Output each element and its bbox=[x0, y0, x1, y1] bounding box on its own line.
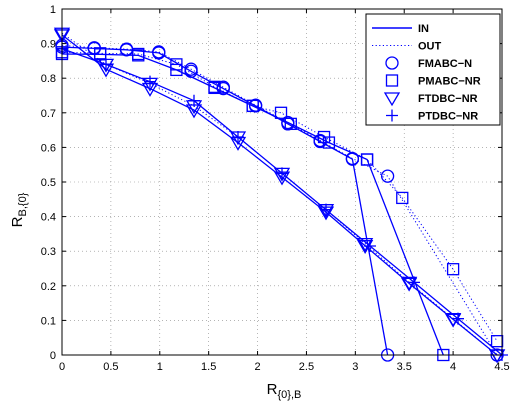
x-tick-label: 2 bbox=[254, 361, 260, 373]
legend-marker bbox=[385, 56, 399, 70]
data-point bbox=[317, 130, 331, 144]
series-line bbox=[61, 53, 444, 356]
y-tick-label: 0 bbox=[50, 350, 56, 362]
data-point bbox=[216, 80, 230, 94]
data-point bbox=[274, 106, 288, 119]
y-tick-label: 0.3 bbox=[41, 246, 56, 258]
data-point bbox=[281, 115, 295, 130]
y-tick-label: 0.6 bbox=[41, 142, 56, 154]
y-tick-label: 0.8 bbox=[41, 73, 56, 85]
data-point bbox=[408, 276, 420, 289]
data-point bbox=[364, 240, 376, 253]
data-point bbox=[320, 203, 332, 216]
legend-item: PTDBC−NR bbox=[386, 109, 478, 123]
x-tick-label: 2.5 bbox=[299, 361, 314, 373]
legend: IN OUT FMABC−N PMABC−NR FTDBC−NR PTDBC−NR bbox=[365, 13, 501, 126]
y-tick-label: 0.5 bbox=[41, 177, 56, 189]
data-point bbox=[188, 94, 200, 107]
legend-label: OUT bbox=[418, 41, 442, 53]
data-point bbox=[276, 167, 288, 180]
y-axis-label-main: R bbox=[9, 216, 26, 227]
x-tick-label: 1 bbox=[157, 361, 163, 373]
y-tick-label: 0.1 bbox=[41, 315, 56, 327]
legend-label: PMABC−NR bbox=[418, 76, 481, 88]
y-axis-label: RB,{0} bbox=[9, 192, 29, 227]
y-tick-label: 0.9 bbox=[41, 39, 56, 51]
x-tick-label: 0 bbox=[59, 361, 65, 373]
legend-label: FMABC−N bbox=[418, 58, 472, 70]
legend-item: FTDBC−NR bbox=[383, 92, 478, 107]
data-point bbox=[232, 131, 244, 144]
x-tick-label: 1.5 bbox=[201, 361, 216, 373]
legend-item: PMABC−NR bbox=[385, 74, 481, 88]
data-point bbox=[152, 45, 166, 59]
data-point bbox=[100, 58, 112, 71]
x-tick-label: 3 bbox=[352, 361, 358, 373]
y-axis-label-sub: B,{0} bbox=[17, 192, 29, 216]
x-tick-label: 3.5 bbox=[397, 361, 412, 373]
x-tick-label: 4 bbox=[450, 361, 456, 373]
data-point bbox=[184, 62, 198, 76]
x-tick-label: 4.5 bbox=[494, 361, 509, 373]
legend-label: PTDBC−NR bbox=[418, 111, 478, 123]
data-point bbox=[400, 276, 418, 291]
legend-marker bbox=[383, 92, 401, 107]
x-axis-label-main: R bbox=[267, 381, 278, 398]
data-point bbox=[446, 263, 460, 276]
y-tick-label: 0.7 bbox=[41, 108, 56, 120]
legend-label: IN bbox=[418, 23, 429, 35]
data-point bbox=[284, 117, 297, 131]
legend-item: FMABC−N bbox=[385, 56, 472, 70]
legend-item: IN bbox=[372, 23, 429, 35]
legend-items: IN OUT FMABC−N PMABC−NR FTDBC−NR PTDBC−NR bbox=[372, 23, 481, 123]
x-tick-label: 0.5 bbox=[103, 361, 118, 373]
series-ptdbc-nr-in bbox=[56, 42, 508, 361]
ticks bbox=[61, 8, 503, 356]
data-point bbox=[170, 58, 183, 71]
series-line bbox=[61, 46, 389, 356]
data-point bbox=[356, 240, 374, 254]
data-point bbox=[313, 133, 327, 148]
legend-label: FTDBC−NR bbox=[418, 93, 478, 105]
data-point bbox=[208, 80, 221, 93]
data-point bbox=[452, 312, 464, 325]
x-axis-label: R{0},B bbox=[267, 381, 302, 401]
data-point bbox=[246, 99, 259, 113]
series-line bbox=[61, 51, 498, 342]
data-point bbox=[490, 335, 504, 348]
data-point bbox=[132, 47, 145, 61]
series-layer bbox=[53, 27, 508, 364]
y-tick-label: 0.2 bbox=[41, 281, 56, 293]
x-tick-labels: 0 0.5 1 1.5 2 2.5 3 3.5 4 4.5 bbox=[59, 361, 510, 373]
legend-item: OUT bbox=[372, 41, 442, 53]
legend-marker bbox=[386, 109, 398, 122]
legend-marker bbox=[385, 74, 399, 87]
y-tick-labels: 0 0.1 0.2 0.3 0.4 0.5 0.6 0.7 0.8 0.9 1 bbox=[41, 4, 56, 362]
x-axis-label-sub: {0},B bbox=[277, 389, 301, 401]
data-point bbox=[488, 349, 506, 364]
y-tick-label: 1 bbox=[50, 4, 56, 16]
legend-box bbox=[365, 13, 501, 126]
data-point bbox=[444, 313, 462, 327]
data-point bbox=[396, 191, 409, 205]
data-point bbox=[360, 153, 374, 166]
y-tick-label: 0.4 bbox=[41, 212, 56, 224]
data-point bbox=[144, 75, 156, 88]
